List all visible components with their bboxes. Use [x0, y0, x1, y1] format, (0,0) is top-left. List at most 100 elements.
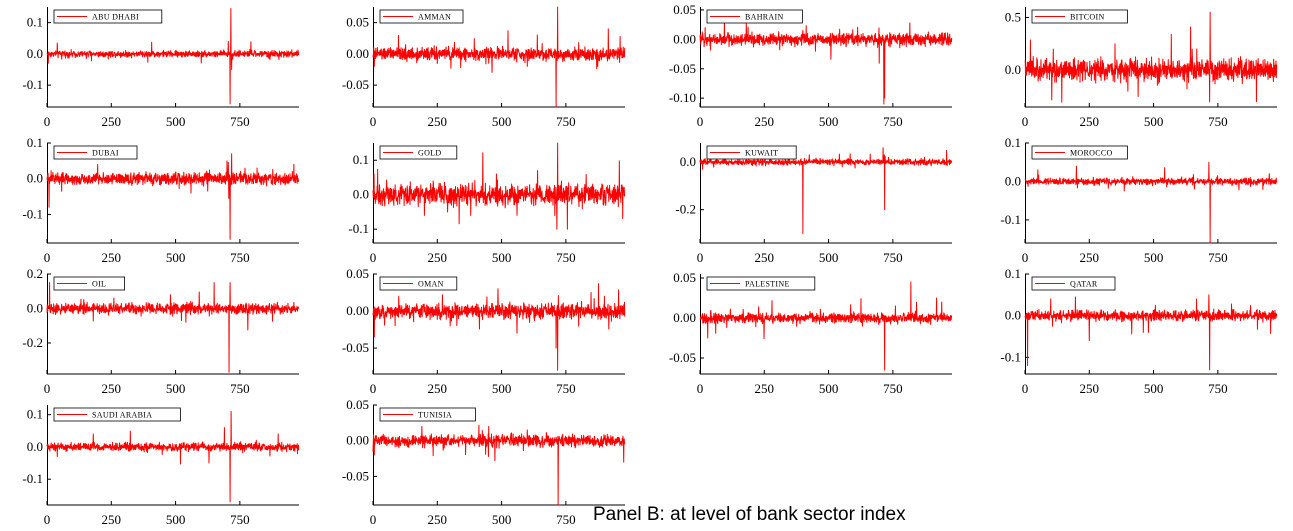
- y-tick-label: 0.0: [1005, 173, 1021, 188]
- x-tick-label: 0: [697, 250, 704, 265]
- legend: QATAR: [1031, 276, 1116, 291]
- series-line: [1024, 161, 1278, 244]
- series-line: [699, 18, 953, 105]
- x-tick-label: 750: [556, 512, 576, 527]
- y-tick-label: -0.1: [22, 77, 43, 92]
- legend-label: PALESTINE: [745, 280, 790, 289]
- x-tick-label: 500: [819, 250, 839, 265]
- chart-bitcoin: 0.5 0.0 0 250 500 750 BITCOIN: [1005, 7, 1278, 129]
- y-tick-label: 0.1: [1005, 266, 1021, 281]
- chart-bahrain: 0.05 0.00 -0.05 -0.100 250 500 750 BAHRAIN: [669, 2, 953, 129]
- legend-label: GOLD: [418, 149, 441, 158]
- x-tick-label: 0: [1022, 250, 1029, 265]
- x-tick-label: 750: [883, 381, 903, 396]
- x-tick-label: 500: [492, 250, 512, 265]
- x-tick-label: 0: [44, 114, 51, 129]
- legend-label: KUWAIT: [745, 149, 778, 158]
- y-tick-label: 0.0: [27, 300, 43, 315]
- y-tick-label: -0.1: [348, 221, 369, 236]
- legend-label: OIL: [92, 280, 106, 289]
- chart-saudi-arabia: 0.1 0.0 -0.1 0 250 500 750 SAUDI ARABIA: [22, 405, 300, 527]
- x-tick-label: 500: [1144, 381, 1164, 396]
- y-tick-label: 0.2: [27, 266, 43, 281]
- x-tick-label: 0: [1022, 381, 1029, 396]
- legend: AMMAN: [379, 9, 464, 24]
- legend: OIL: [53, 276, 125, 291]
- x-tick-label: 500: [819, 381, 839, 396]
- y-tick-label: 0.05: [346, 15, 369, 30]
- x-tick-label: 750: [230, 114, 250, 129]
- y-tick-label: -0.1: [1000, 212, 1021, 227]
- legend-box: [379, 276, 458, 291]
- y-tick-label: 0.5: [1005, 10, 1021, 25]
- x-tick-label: 250: [102, 512, 122, 527]
- chart-gold: 0.1 0.0 -0.10 250 500 750 GOLD: [348, 142, 626, 265]
- y-tick-label: 0.00: [346, 46, 369, 61]
- x-tick-label: 500: [166, 512, 186, 527]
- x-tick-label: 750: [1208, 381, 1228, 396]
- legend: GOLD: [379, 145, 458, 160]
- y-tick-label: 0.0: [1005, 62, 1021, 77]
- x-tick-label: 250: [428, 250, 448, 265]
- x-tick-label: 500: [166, 250, 186, 265]
- y-tick-label: -0.05: [342, 77, 369, 92]
- x-tick-label: 500: [1144, 250, 1164, 265]
- legend-label: ABU DHABI: [92, 13, 139, 22]
- x-tick-label: 500: [1144, 114, 1164, 129]
- legend: PALESTINE: [706, 276, 816, 291]
- chart-dubai: 0.1 0.0 -0.1 0 250 500 750 DUBAI: [22, 135, 299, 265]
- chart-oman: 0.05 0.00 -0.05 0 250 500 750 OMAN: [342, 266, 626, 396]
- x-tick-label: 0: [370, 512, 377, 527]
- series-line: [372, 142, 626, 230]
- x-tick-label: 250: [102, 381, 122, 396]
- x-tick-label: 0: [370, 250, 377, 265]
- x-tick-label: 250: [755, 250, 775, 265]
- y-tick-label: 0.1: [27, 135, 43, 150]
- y-tick-label: 0.05: [673, 270, 696, 285]
- x-tick-label: 500: [819, 114, 839, 129]
- legend: TUNISIA: [379, 407, 476, 422]
- x-tick-label: 500: [492, 512, 512, 527]
- y-tick-label: -0.1: [22, 206, 43, 221]
- series-line: [1024, 294, 1278, 371]
- x-tick-label: 750: [883, 250, 903, 265]
- x-tick-label: 0: [1022, 114, 1029, 129]
- legend: DUBAI: [53, 145, 138, 160]
- y-tick-label: 0.0: [27, 46, 43, 61]
- x-tick-label: 750: [556, 250, 576, 265]
- series-line: [46, 153, 299, 240]
- y-tick-label: 0.0: [680, 154, 696, 169]
- legend: BITCOIN: [1031, 9, 1128, 24]
- series-line: [46, 282, 300, 373]
- legend-label: QATAR: [1070, 280, 1098, 289]
- y-tick-label: 0.00: [673, 31, 696, 46]
- series-line: [372, 424, 626, 506]
- chart-tunisia: 0.05 0.00 -0.05 0 250 500 750 TUNISIA: [342, 397, 626, 527]
- chart-oil: 0.2 0.0 -0.2 0 250 500 750 OIL: [22, 266, 300, 396]
- legend: SAUDI ARABIA: [53, 407, 181, 422]
- y-tick-label: -0.05: [669, 61, 696, 76]
- y-tick-label: 0.00: [346, 303, 369, 318]
- chart-abu-dhabi: 0.1 0.0 -0.1 0 250 500 750 ABU DHABI: [22, 7, 300, 129]
- y-tick-label: -0.2: [22, 335, 43, 350]
- legend: MOROCCO: [1031, 145, 1128, 160]
- x-tick-label: 750: [556, 114, 576, 129]
- x-tick-label: 750: [1208, 250, 1228, 265]
- legend-box: [706, 9, 803, 24]
- x-tick-label: 750: [883, 114, 903, 129]
- x-tick-label: 250: [1080, 381, 1100, 396]
- x-tick-label: 0: [697, 114, 704, 129]
- legend-box: [1031, 145, 1128, 160]
- y-tick-label: 0.1: [27, 407, 43, 422]
- legend-box: [53, 9, 163, 24]
- legend-label: TUNISIA: [418, 411, 452, 420]
- x-tick-label: 250: [428, 512, 448, 527]
- legend: KUWAIT: [706, 145, 797, 160]
- series-line: [372, 283, 626, 371]
- y-tick-label: 0.0: [27, 171, 43, 186]
- legend-box: [379, 145, 458, 160]
- chart-palestine: 0.05 0.00 -0.05 0 250 500 750 PALESTINE: [669, 270, 953, 396]
- legend-box: [53, 276, 125, 291]
- x-tick-label: 750: [230, 250, 250, 265]
